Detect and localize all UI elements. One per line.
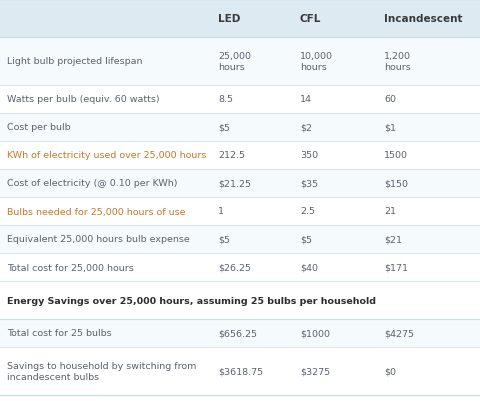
Text: 1500: 1500 xyxy=(384,151,408,160)
Text: $150: $150 xyxy=(384,179,408,188)
Text: Watts per bulb (equiv. 60 watts): Watts per bulb (equiv. 60 watts) xyxy=(7,95,160,104)
Text: $0: $0 xyxy=(384,367,396,376)
Bar xyxy=(0,198,480,225)
Text: Total cost for 25,000 hours: Total cost for 25,000 hours xyxy=(7,263,134,272)
Text: $5: $5 xyxy=(218,123,230,132)
Text: $1: $1 xyxy=(384,123,396,132)
Bar xyxy=(0,347,480,395)
Text: $21.25: $21.25 xyxy=(218,179,252,188)
Bar xyxy=(0,225,480,253)
Bar xyxy=(0,38,480,86)
Text: 1: 1 xyxy=(218,207,225,216)
Text: $35: $35 xyxy=(300,179,318,188)
Text: $171: $171 xyxy=(384,263,408,272)
Text: Light bulb projected lifespan: Light bulb projected lifespan xyxy=(7,57,143,66)
Text: 350: 350 xyxy=(300,151,318,160)
Text: 60: 60 xyxy=(384,95,396,104)
Text: $656.25: $656.25 xyxy=(218,329,257,338)
Text: Total cost for 25 bulbs: Total cost for 25 bulbs xyxy=(7,329,112,338)
Text: 21: 21 xyxy=(384,207,396,216)
Text: 10,000
hours: 10,000 hours xyxy=(300,52,333,72)
Bar xyxy=(0,253,480,281)
Text: Cost per bulb: Cost per bulb xyxy=(7,123,71,132)
Text: Energy Savings over 25,000 hours, assuming 25 bulbs per household: Energy Savings over 25,000 hours, assumi… xyxy=(7,296,376,305)
Bar xyxy=(0,114,480,142)
Text: $1000: $1000 xyxy=(300,329,330,338)
Text: 1,200
hours: 1,200 hours xyxy=(384,52,411,72)
Text: $2: $2 xyxy=(300,123,312,132)
Text: LED: LED xyxy=(218,14,241,24)
Bar xyxy=(0,319,480,347)
Text: $21: $21 xyxy=(384,235,402,244)
Text: 2.5: 2.5 xyxy=(300,207,315,216)
Text: Equivalent 25,000 hours bulb expense: Equivalent 25,000 hours bulb expense xyxy=(7,235,190,244)
Text: $3275: $3275 xyxy=(300,367,330,376)
Bar xyxy=(0,0,480,38)
Text: $5: $5 xyxy=(300,235,312,244)
Text: Bulbs needed for 25,000 hours of use: Bulbs needed for 25,000 hours of use xyxy=(7,207,186,216)
Text: $3618.75: $3618.75 xyxy=(218,367,264,376)
Bar xyxy=(0,281,480,319)
Text: $5: $5 xyxy=(218,235,230,244)
Text: 212.5: 212.5 xyxy=(218,151,245,160)
Text: 25,000
hours: 25,000 hours xyxy=(218,52,252,72)
Text: CFL: CFL xyxy=(300,14,322,24)
Text: 8.5: 8.5 xyxy=(218,95,233,104)
Bar xyxy=(0,170,480,198)
Bar xyxy=(0,86,480,114)
Bar xyxy=(0,142,480,170)
Text: Incandescent: Incandescent xyxy=(384,14,463,24)
Text: $40: $40 xyxy=(300,263,318,272)
Text: $26.25: $26.25 xyxy=(218,263,252,272)
Text: Savings to household by switching from
incandescent bulbs: Savings to household by switching from i… xyxy=(7,361,197,381)
Text: $4275: $4275 xyxy=(384,329,414,338)
Text: 14: 14 xyxy=(300,95,312,104)
Text: KWh of electricity used over 25,000 hours: KWh of electricity used over 25,000 hour… xyxy=(7,151,206,160)
Text: Cost of electricity (@ 0.10 per KWh): Cost of electricity (@ 0.10 per KWh) xyxy=(7,179,178,188)
